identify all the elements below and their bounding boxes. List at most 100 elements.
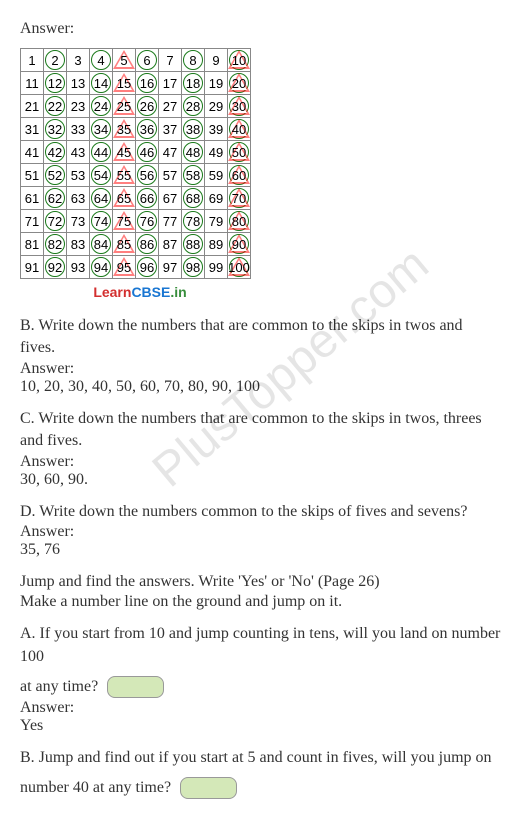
grid-cell: 69 — [205, 187, 228, 210]
grid-number: 26 — [140, 99, 154, 114]
grid-number: 27 — [163, 99, 177, 114]
grid-number: 19 — [209, 76, 223, 91]
grid-number: 8 — [189, 53, 196, 68]
grid-number: 74 — [94, 214, 108, 229]
grid-cell: 85 — [113, 233, 136, 256]
grid-cell: 56 — [136, 164, 159, 187]
grid-number: 59 — [209, 168, 223, 183]
answer-label: Answer: — [20, 20, 501, 38]
question-a2-line2-row: at any time? — [20, 676, 501, 698]
grid-cell: 51 — [21, 164, 44, 187]
grid-number: 82 — [48, 237, 62, 252]
grid-cell: 13 — [67, 72, 90, 95]
grid-number: 56 — [140, 168, 154, 183]
grid-cell: 88 — [182, 233, 205, 256]
grid-number: 95 — [117, 260, 131, 275]
answer-a2: Yes — [20, 717, 501, 735]
grid-number: 14 — [94, 76, 108, 91]
answer-box-2[interactable] — [180, 777, 237, 799]
grid-number: 55 — [117, 168, 131, 183]
grid-cell: 4 — [90, 49, 113, 72]
grid-cell: 77 — [159, 210, 182, 233]
grid-cell: 23 — [67, 95, 90, 118]
grid-cell: 99 — [205, 256, 228, 279]
grid-cell: 76 — [136, 210, 159, 233]
grid-number: 25 — [117, 99, 131, 114]
grid-number: 83 — [71, 237, 85, 252]
grid-number: 77 — [163, 214, 177, 229]
jump-intro-2: Make a number line on the ground and jum… — [20, 593, 501, 611]
answer-box[interactable] — [107, 676, 164, 698]
grid-number: 4 — [97, 53, 104, 68]
grid-number: 51 — [25, 168, 39, 183]
grid-cell: 67 — [159, 187, 182, 210]
grid-number: 98 — [186, 260, 200, 275]
grid-number: 80 — [232, 214, 246, 229]
grid-cell: 52 — [44, 164, 67, 187]
grid-number: 31 — [25, 122, 39, 137]
grid-cell: 64 — [90, 187, 113, 210]
grid-cell: 60 — [228, 164, 251, 187]
grid-cell: 1 — [21, 49, 44, 72]
grid-number: 94 — [94, 260, 108, 275]
grid-number: 1 — [28, 53, 35, 68]
question-b: B. Write down the numbers that are commo… — [20, 315, 501, 360]
grid-number: 39 — [209, 122, 223, 137]
grid-number: 85 — [117, 237, 131, 252]
question-d: D. Write down the numbers common to the … — [20, 501, 501, 523]
grid-cell: 34 — [90, 118, 113, 141]
logo-learn: Learn — [93, 284, 131, 300]
grid-number: 41 — [25, 145, 39, 160]
grid-cell: 73 — [67, 210, 90, 233]
grid-cell: 12 — [44, 72, 67, 95]
learncbse-logo: LearnCBSE.in — [20, 284, 260, 300]
grid-cell: 31 — [21, 118, 44, 141]
grid-number: 23 — [71, 99, 85, 114]
question-b2-line2: number 40 at any time? — [20, 779, 171, 796]
grid-number: 50 — [232, 145, 246, 160]
grid-number: 43 — [71, 145, 85, 160]
grid-cell: 21 — [21, 95, 44, 118]
jump-intro-1: Jump and find the answers. Write 'Yes' o… — [20, 571, 501, 593]
grid-number: 71 — [25, 214, 39, 229]
grid-number: 64 — [94, 191, 108, 206]
grid-cell: 22 — [44, 95, 67, 118]
grid-cell: 28 — [182, 95, 205, 118]
grid-number: 63 — [71, 191, 85, 206]
grid-number: 11 — [25, 76, 39, 91]
grid-number: 60 — [232, 168, 246, 183]
grid-cell: 92 — [44, 256, 67, 279]
grid-number: 3 — [74, 53, 81, 68]
answer-label-d: Answer: — [20, 523, 501, 541]
grid-cell: 54 — [90, 164, 113, 187]
grid-cell: 8 — [182, 49, 205, 72]
grid-cell: 26 — [136, 95, 159, 118]
grid-number: 38 — [186, 122, 200, 137]
grid-number: 52 — [48, 168, 62, 183]
grid-cell: 39 — [205, 118, 228, 141]
grid-number: 49 — [209, 145, 223, 160]
grid-number: 53 — [71, 168, 85, 183]
grid-cell: 84 — [90, 233, 113, 256]
grid-cell: 81 — [21, 233, 44, 256]
grid-cell: 16 — [136, 72, 159, 95]
grid-cell: 6 — [136, 49, 159, 72]
question-b2-line1: B. Jump and find out if you start at 5 a… — [20, 747, 501, 769]
grid-number: 99 — [209, 260, 223, 275]
grid-number: 30 — [232, 99, 246, 114]
grid-cell: 57 — [159, 164, 182, 187]
grid-cell: 30 — [228, 95, 251, 118]
grid-cell: 36 — [136, 118, 159, 141]
grid-number: 17 — [163, 76, 177, 91]
grid-cell: 24 — [90, 95, 113, 118]
grid-number: 87 — [163, 237, 177, 252]
grid-cell: 62 — [44, 187, 67, 210]
grid-cell: 93 — [67, 256, 90, 279]
question-c: C. Write down the numbers that are commo… — [20, 408, 501, 453]
grid-number: 92 — [48, 260, 62, 275]
grid-number: 70 — [232, 191, 246, 206]
grid-number: 21 — [25, 99, 39, 114]
grid-cell: 32 — [44, 118, 67, 141]
grid-number: 10 — [232, 53, 246, 68]
grid-number: 44 — [94, 145, 108, 160]
